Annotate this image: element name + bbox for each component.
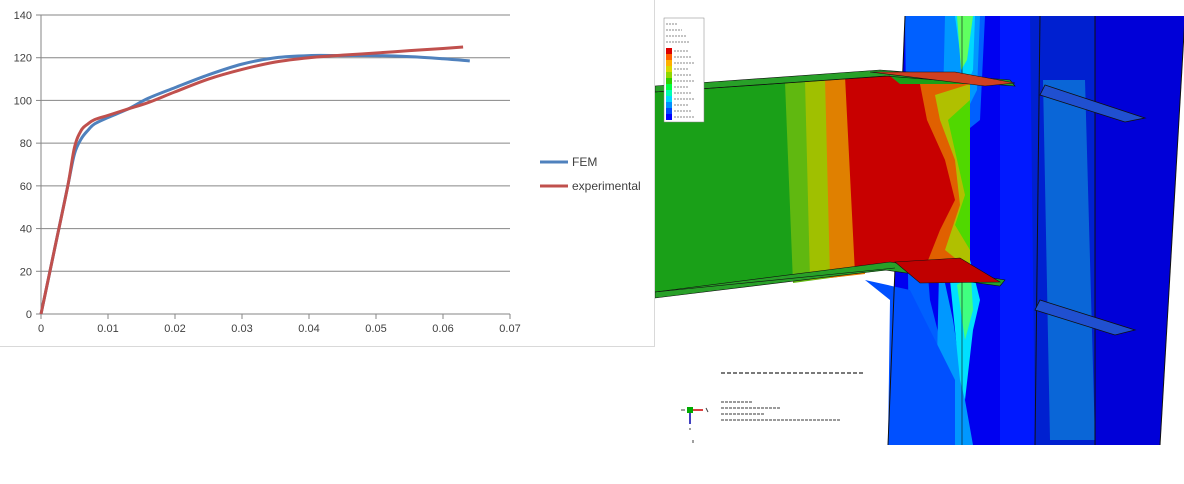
y-tick-label: 120 [14, 53, 32, 65]
y-tick-label: 0 [26, 309, 32, 321]
legend-swatch [666, 54, 672, 60]
series-lines [39, 45, 470, 315]
beam-member [655, 69, 1016, 299]
legend-label: FEM [572, 155, 597, 169]
x-tick-label: 0.06 [432, 323, 453, 335]
stiffener-plates [1034, 84, 1147, 336]
y-tick-label: 80 [20, 138, 32, 150]
contour-legend-swatches [666, 23, 694, 120]
x-tick-label: 0.02 [164, 323, 185, 335]
legend-swatch [666, 84, 672, 90]
y-axis: 0 20 40 60 80 100 120 140 [14, 10, 42, 321]
legend-swatch [666, 72, 672, 78]
x-axis: 0 0.01 0.02 0.03 0.04 0.05 0.06 0.07 [38, 314, 521, 335]
info-text-block [721, 372, 865, 421]
grid-lines [41, 14, 510, 315]
x-tick-label: 0.01 [97, 323, 118, 335]
stress-strain-chart: 0 0.01 0.02 0.03 0.04 0.05 0.06 0.07 0 20 40 60 80 1… [14, 10, 641, 335]
y-tick-label: 60 [20, 181, 32, 193]
legend-swatch [666, 102, 672, 108]
x-tick-label: 0.05 [365, 323, 386, 335]
series-line-experimental [39, 45, 464, 315]
contour-legend [663, 17, 705, 123]
y-tick-label: 100 [14, 95, 32, 107]
x-tick-label: 0 [38, 323, 44, 335]
legend-swatch [666, 60, 672, 66]
x-tick-label: 0.07 [499, 323, 520, 335]
x-tick-label: 0.03 [231, 323, 252, 335]
series-line-fem [39, 53, 470, 315]
legend-swatch [666, 66, 672, 72]
y-tick-label: 40 [20, 224, 32, 236]
stress-strain-chart-panel: 0 0.01 0.02 0.03 0.04 0.05 0.06 0.07 0 20 40 60 80 1… [0, 0, 655, 347]
x-tick-label: 0.04 [298, 323, 319, 335]
fea-contour-image [655, 15, 1184, 446]
legend-swatch [666, 90, 672, 96]
coordinate-triad-icon [681, 407, 709, 443]
legend-swatch [666, 78, 672, 84]
y-tick-label: 140 [14, 10, 32, 22]
legend-label: experimental [572, 179, 641, 193]
legend: FEM experimental [540, 155, 641, 193]
legend-swatch [666, 96, 672, 102]
legend-swatch [666, 48, 672, 54]
y-tick-label: 20 [20, 266, 32, 278]
legend-swatch [666, 108, 672, 114]
legend-swatch [666, 114, 672, 120]
